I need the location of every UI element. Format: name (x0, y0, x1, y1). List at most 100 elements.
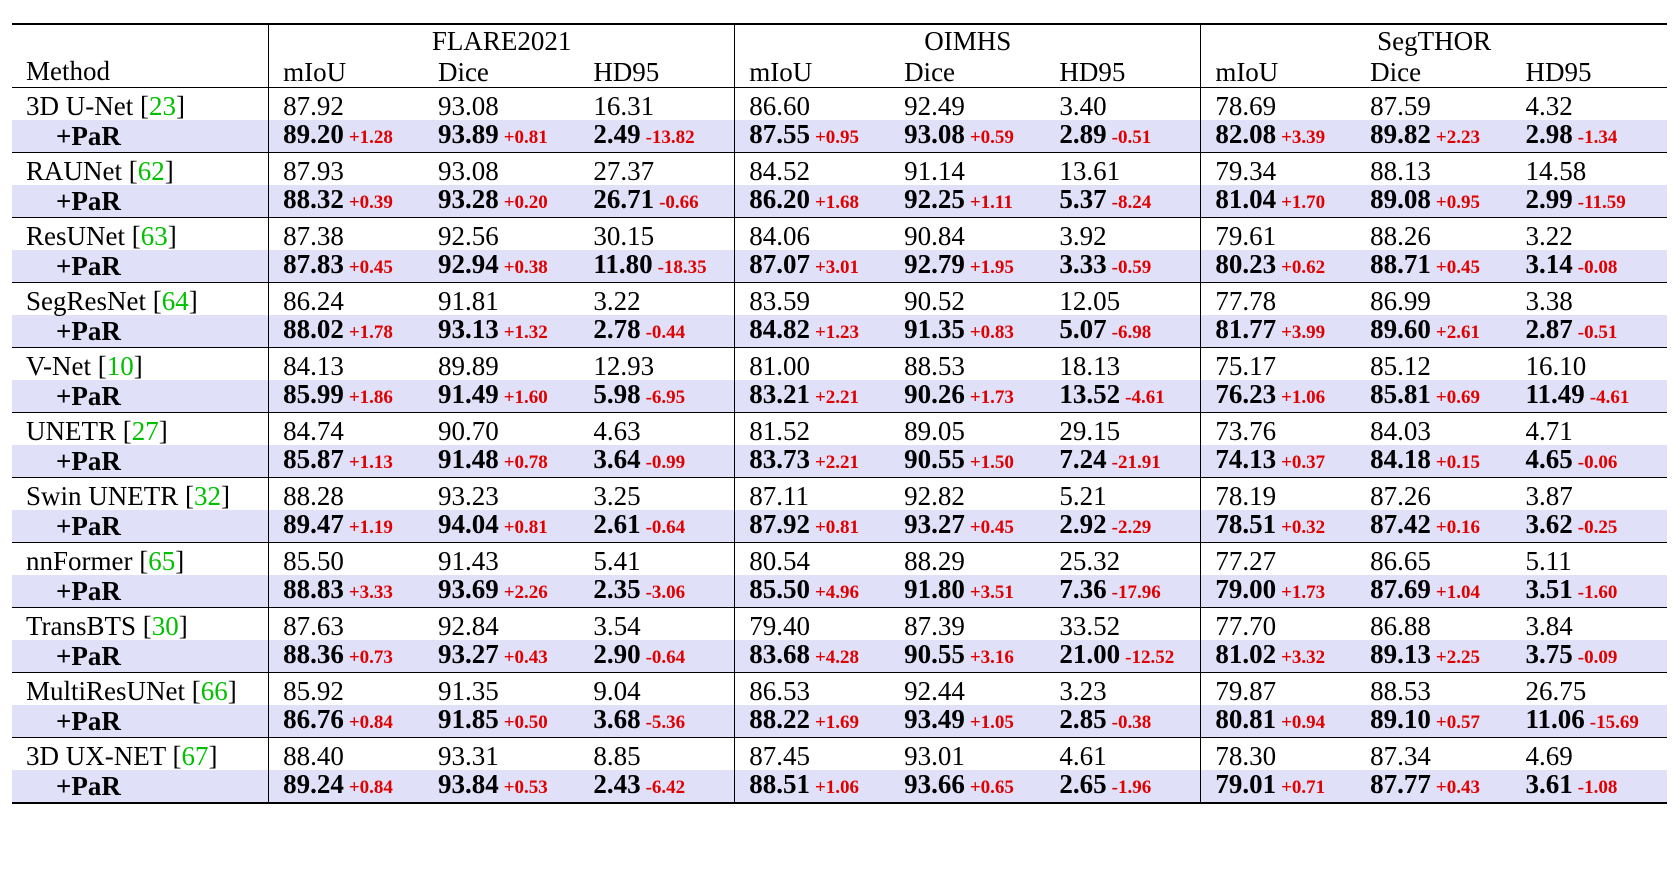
par-cell: 87.07 +3.01 (734, 249, 891, 283)
citation-link[interactable]: 27 (131, 416, 159, 446)
par-value: 90.26 (904, 379, 965, 409)
par-cell: 83.21 +2.21 (734, 380, 891, 413)
citation-link[interactable]: 66 (200, 676, 228, 706)
delta-value: -2.29 (1111, 517, 1152, 538)
baseline-value: 3.84 (1525, 611, 1573, 641)
delta-value: -0.51 (1577, 322, 1618, 343)
par-cell: 86.20 +1.68 (734, 185, 891, 218)
method-name-cell: nnFormer [65] (26, 546, 185, 576)
delta-value: -6.95 (645, 387, 686, 408)
par-cell: 92.79 +1.95 (890, 250, 1046, 283)
method-group: RAUNet [62] 87.93 93.08 27.37 84.52 91.14 13.6… (12, 152, 1667, 218)
method-name-cell: RAUNet [62] (26, 156, 174, 186)
par-value: 83.73 (749, 444, 810, 474)
delta-value: -0.06 (1577, 452, 1618, 473)
method-group: 3D UX-NET [67] 88.40 93.31 8.85 87.45 93.01 4.… (12, 737, 1667, 803)
par-cell: 4.65 -0.06 (1511, 445, 1667, 478)
delta-value: -0.09 (1577, 647, 1618, 668)
delta-value: +0.43 (1435, 777, 1480, 798)
par-value: 81.02 (1215, 639, 1277, 669)
baseline-value: 14.58 (1525, 156, 1587, 186)
par-cell: 88.51 +1.06 (734, 770, 891, 803)
citation-link[interactable]: 30 (151, 611, 179, 641)
par-value: 3.14 (1525, 249, 1573, 279)
par-cell: 2.87 -0.51 (1511, 315, 1667, 348)
par-cell: 93.08 +0.59 (890, 120, 1046, 153)
citation-link[interactable]: 10 (106, 351, 134, 381)
delta-value: -0.25 (1577, 517, 1618, 538)
par-cell: 81.04 +1.70 (1200, 185, 1357, 218)
method-name-cell: 3D UX-NET [67] (26, 741, 218, 771)
par-value: 85.99 (283, 379, 344, 409)
par-cell: 2.61 -0.64 (579, 510, 735, 543)
par-value: 93.27 (437, 639, 499, 669)
delta-value: +0.20 (503, 192, 548, 213)
delta-value: +3.32 (1281, 647, 1326, 668)
delta-value: +3.39 (1281, 127, 1326, 148)
delta-value: -0.51 (1111, 127, 1152, 148)
par-value: 91.48 (437, 444, 499, 474)
delta-value: +0.59 (969, 127, 1014, 148)
par-cell: 2.85 -0.38 (1045, 704, 1201, 738)
baseline-value: 78.30 (1200, 737, 1357, 770)
par-cell: 7.24 -21.91 (1045, 445, 1201, 478)
delta-value: +1.13 (348, 452, 393, 473)
delta-value: -6.98 (1111, 322, 1152, 343)
par-value: 79.00 (1215, 574, 1277, 604)
table-row: V-Net [10] 84.13 89.89 12.93 81.00 88.53 18.13… (12, 347, 1667, 381)
par-cell: 89.13 +2.25 (1356, 640, 1512, 673)
par-value: 3.75 (1525, 639, 1573, 669)
par-value: 82.08 (1215, 119, 1277, 149)
citation-link[interactable]: 23 (148, 91, 176, 121)
baseline-value: 93.08 (437, 156, 499, 186)
citation-link[interactable]: 62 (137, 156, 165, 186)
par-cell: 91.80 +3.51 (890, 575, 1046, 608)
baseline-value: 4.63 (593, 416, 641, 446)
par-value: 87.92 (749, 509, 810, 539)
baseline-value: 84.52 (734, 152, 891, 185)
table-row-par: +PaR 88.32 +0.39 93.28 +0.20 26.71 -0.66 86.20 +… (12, 185, 1667, 218)
baseline-value: 30.15 (593, 221, 655, 251)
par-value: 89.08 (1370, 184, 1431, 214)
baseline-value: 16.10 (1525, 351, 1587, 381)
par-value: 2.99 (1525, 184, 1573, 214)
citation-link[interactable]: 63 (140, 221, 168, 251)
par-label: +PaR (12, 705, 269, 738)
table-row-par: +PaR 89.20 +1.28 93.89 +0.81 2.49 -13.82 87.55 +… (12, 120, 1667, 153)
par-value: 83.68 (749, 639, 810, 669)
par-value: 93.66 (904, 769, 965, 799)
baseline-value: 87.34 (1370, 741, 1431, 771)
delta-value: +0.16 (1435, 517, 1480, 538)
par-value: 5.37 (1059, 184, 1107, 214)
baseline-value: 86.24 (268, 282, 424, 315)
par-value: 87.07 (749, 249, 810, 279)
method-name: MultiResUNet (26, 676, 185, 706)
baseline-value: 18.13 (1059, 351, 1121, 381)
delta-value: -0.99 (645, 452, 686, 473)
par-cell: 3.14 -0.08 (1511, 249, 1667, 283)
dataset-header: OIMHS (734, 24, 1201, 57)
baseline-value: 91.14 (904, 156, 965, 186)
delta-value: -17.96 (1111, 582, 1161, 603)
citation-link[interactable]: 65 (148, 546, 176, 576)
par-cell: 2.89 -0.51 (1045, 120, 1201, 153)
baseline-value: 3.87 (1525, 481, 1573, 511)
par-cell: 87.77 +0.43 (1356, 770, 1512, 803)
par-cell: 92.94 +0.38 (423, 250, 580, 283)
delta-value: -4.61 (1589, 387, 1630, 408)
par-cell: 2.35 -3.06 (579, 575, 735, 608)
par-label: +PaR (12, 250, 269, 283)
citation-link[interactable]: 32 (194, 481, 222, 511)
delta-value: +1.04 (1435, 582, 1480, 603)
baseline-value: 93.01 (904, 741, 965, 771)
baseline-value: 29.15 (1059, 416, 1121, 446)
delta-value: +1.60 (503, 387, 548, 408)
method-name: Swin UNETR (26, 481, 179, 511)
par-value: 2.85 (1059, 704, 1107, 734)
citation-link[interactable]: 67 (181, 741, 209, 771)
table-row-par: +PaR 85.87 +1.13 91.48 +0.78 3.64 -0.99 83.73 +2… (12, 445, 1667, 478)
par-cell: 87.69 +1.04 (1356, 575, 1512, 608)
baseline-value: 3.54 (593, 611, 641, 641)
citation-link[interactable]: 64 (161, 286, 189, 316)
baseline-value: 87.39 (904, 611, 965, 641)
